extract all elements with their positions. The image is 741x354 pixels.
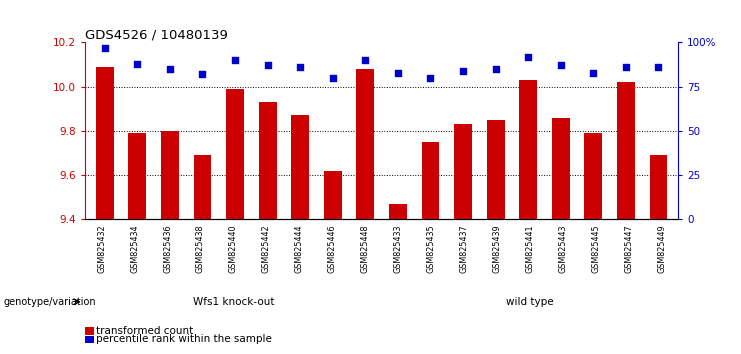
Point [262,63,273,68]
Bar [161,131,179,219]
Text: GSM825442: GSM825442 [262,225,271,273]
Text: GSM825439: GSM825439 [492,225,502,273]
Point [99,45,110,51]
Point [359,57,371,63]
Point [294,64,306,70]
Bar [259,102,276,219]
Point [457,68,469,74]
Text: GSM825440: GSM825440 [229,225,238,273]
Text: transformed count: transformed count [96,326,193,336]
Text: GSM825438: GSM825438 [196,225,205,273]
Point [196,72,208,77]
Point [327,75,339,81]
Point [425,75,436,81]
Point [490,66,502,72]
Text: GSM825441: GSM825441 [525,225,534,273]
Text: GSM825434: GSM825434 [130,225,139,273]
Bar [454,124,472,219]
Bar [519,80,537,219]
Text: GSM825435: GSM825435 [427,225,436,273]
Text: GSM825447: GSM825447 [624,225,633,273]
Text: GDS4526 / 10480139: GDS4526 / 10480139 [85,28,228,41]
Text: percentile rank within the sample: percentile rank within the sample [96,335,272,344]
Text: GSM825436: GSM825436 [163,225,172,273]
Text: genotype/variation: genotype/variation [4,297,96,307]
Bar [291,115,309,219]
Bar [487,120,505,219]
Bar [552,118,570,219]
Text: GSM825433: GSM825433 [393,225,402,273]
Point [229,57,241,63]
Bar [389,204,407,219]
Text: GSM825449: GSM825449 [657,225,666,273]
Bar [324,171,342,219]
Text: GSM825448: GSM825448 [361,225,370,273]
Text: Wfs1 knock-out: Wfs1 knock-out [193,297,274,307]
Bar [356,69,374,219]
Bar [128,133,146,219]
Point [522,54,534,59]
Point [164,66,176,72]
Point [131,61,143,67]
Point [588,70,599,75]
Text: wild type: wild type [506,297,554,307]
Bar [650,155,668,219]
Bar [617,82,635,219]
Point [653,64,665,70]
Text: GSM825445: GSM825445 [591,225,600,273]
Point [620,64,632,70]
Bar [422,142,439,219]
Point [555,63,567,68]
Bar [585,133,602,219]
Text: GSM825437: GSM825437 [459,225,468,273]
Point [392,70,404,75]
Text: GSM825444: GSM825444 [295,225,304,273]
Text: GSM825432: GSM825432 [97,225,106,273]
Text: GSM825446: GSM825446 [328,225,336,273]
Bar [96,67,113,219]
Bar [226,89,244,219]
Bar [193,155,211,219]
Text: GSM825443: GSM825443 [558,225,568,273]
